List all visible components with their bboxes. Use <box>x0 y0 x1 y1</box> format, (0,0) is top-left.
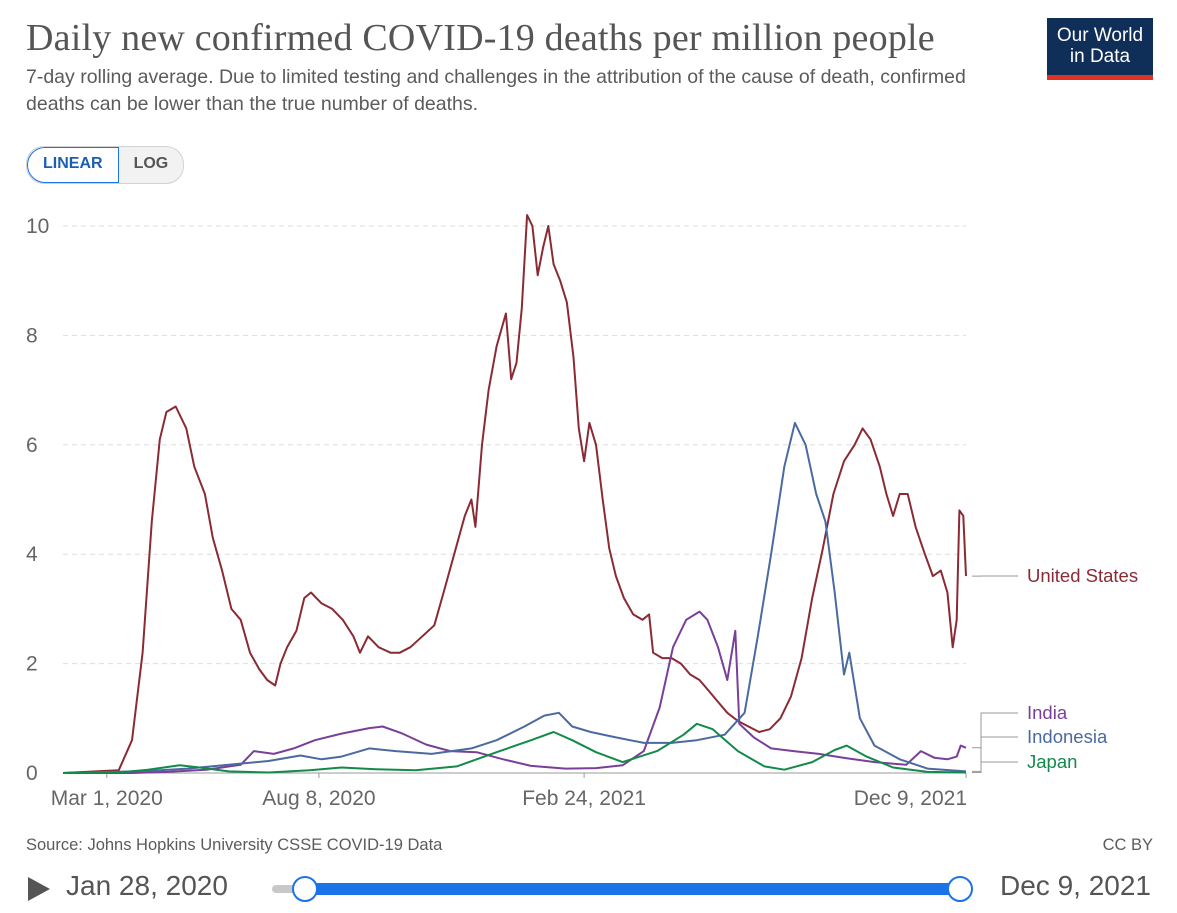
y-tick-label: 6 <box>26 434 38 457</box>
y-tick-label: 2 <box>26 653 38 676</box>
series-line-united-states <box>62 214 967 774</box>
series-leader-line <box>972 761 1018 773</box>
logo-line2: in Data <box>1069 46 1131 67</box>
play-icon[interactable] <box>28 877 50 901</box>
timeline-start-handle[interactable] <box>292 876 318 902</box>
linear-scale-button[interactable]: LINEAR <box>27 147 119 183</box>
y-tick-label: 8 <box>26 324 38 347</box>
series-label: United States <box>1027 565 1138 586</box>
line-chart: 0 2 4 6 8 10 Mar 1, 2020 Aug 8, 2020 Feb 24, 202… <box>26 214 1138 810</box>
series-line-japan <box>62 722 967 774</box>
log-scale-button[interactable]: LOG <box>133 155 169 172</box>
timeline-start-date: Jan 28, 2020 <box>66 870 228 901</box>
timeline-end-handle[interactable] <box>947 876 973 902</box>
source-note[interactable]: Source: Johns Hopkins University CSSE CO… <box>26 836 443 854</box>
y-tick-label: 10 <box>26 215 49 238</box>
y-tick-label: 0 <box>26 762 38 785</box>
series-label: India <box>1027 702 1068 723</box>
chart-subtitle: 7-day rolling average. Due to limited te… <box>26 66 966 115</box>
owid-logo[interactable]: Our World in Data <box>1047 18 1153 80</box>
timeline-end-date: Dec 9, 2021 <box>1000 870 1151 901</box>
x-tick-label: Mar 1, 2020 <box>51 787 163 810</box>
x-tick-label: Feb 24, 2021 <box>522 787 646 810</box>
license-link[interactable]: CC BY <box>1102 836 1153 854</box>
logo-line1: Our World <box>1056 25 1144 46</box>
timeline-controls: Jan 28, 2020 Dec 9, 2021 <box>0 866 1177 912</box>
series-leader-line <box>972 736 1018 772</box>
series-label: Japan <box>1027 751 1077 772</box>
series-leader-line <box>972 712 1018 749</box>
scale-toggle: LINEAR LOG <box>26 146 185 184</box>
series-line-indonesia <box>62 421 967 774</box>
chart-title: Daily new confirmed COVID-19 deaths per … <box>26 17 935 59</box>
x-tick-label: Aug 8, 2020 <box>262 787 375 810</box>
x-tick-label: Dec 9, 2021 <box>854 787 967 810</box>
series-label: Indonesia <box>1027 726 1108 747</box>
y-tick-label: 4 <box>26 543 38 566</box>
series-line-india <box>63 610 967 774</box>
timeline-selected-range <box>304 883 960 895</box>
